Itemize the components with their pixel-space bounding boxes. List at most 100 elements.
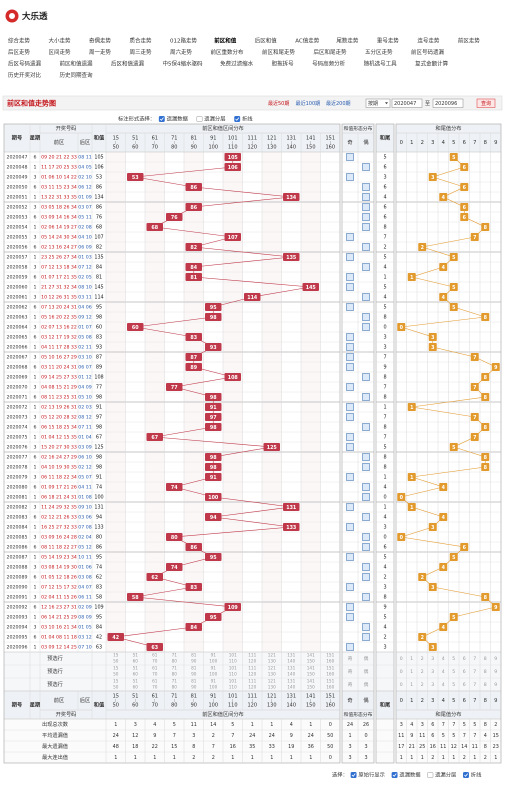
preselect-digit[interactable]: 6 [463, 669, 466, 675]
preselect-range-to[interactable]: 50 [113, 659, 119, 664]
preselect-digit[interactable]: 5 [452, 656, 455, 662]
preselect-range-from[interactable]: 51 [133, 653, 139, 658]
preselect-range-from[interactable]: 61 [152, 679, 158, 684]
preselect-digit[interactable]: 5 [452, 682, 455, 688]
preselect-range-to[interactable]: 80 [172, 659, 178, 664]
preselect-form[interactable]: 偶 [364, 655, 369, 662]
preselect-digit[interactable]: 9 [494, 656, 497, 662]
nav-link[interactable]: 中5保4缩水驱码 [163, 60, 203, 68]
preselect-range-from[interactable]: 151 [326, 666, 334, 671]
to-input[interactable] [432, 98, 464, 108]
nav-link[interactable]: 前区走势 [458, 37, 481, 45]
checkbox[interactable] [427, 772, 434, 778]
preselect-form[interactable]: 奇 [348, 655, 353, 662]
nav-link[interactable]: 奇偶走势 [89, 37, 112, 45]
preselect-range-from[interactable]: 51 [133, 679, 139, 684]
preselect-digit[interactable]: 3 [431, 682, 434, 688]
footer-option[interactable]: 遗漏分层 [435, 771, 456, 779]
nav-link[interactable]: 前区号码遗漏 [411, 48, 445, 56]
marking-option[interactable]: 遗漏分层 [204, 115, 225, 123]
preselect-range-to[interactable]: 70 [152, 659, 158, 664]
preselect-digit[interactable]: 1 [410, 682, 413, 688]
nav-link[interactable]: 尾数走势 [336, 37, 359, 45]
preselect-range-to[interactable]: 90 [191, 659, 197, 664]
nav-link[interactable]: 历史开奖对比 [8, 71, 42, 79]
preselect-digit[interactable]: 4 [442, 682, 445, 688]
preselect-range-from[interactable]: 15 [113, 679, 119, 684]
preselect-range-from[interactable]: 15 [113, 653, 119, 658]
preselect-digit[interactable]: 6 [463, 682, 466, 688]
preselect-range-from[interactable]: 51 [133, 666, 139, 671]
footer-option[interactable]: 原始行显示 [358, 771, 385, 779]
preselect-range-to[interactable]: 60 [133, 685, 139, 690]
preselect-form[interactable]: 偶 [364, 668, 369, 675]
nav-link[interactable]: AC值走势 [295, 37, 320, 45]
preselect-range-from[interactable]: 15 [113, 666, 119, 671]
preselect-range-to[interactable]: 120 [248, 659, 256, 664]
preselect-digit[interactable]: 3 [431, 656, 434, 662]
preselect-range-to[interactable]: 160 [326, 659, 334, 664]
preselect-digit[interactable]: 4 [442, 656, 445, 662]
preselect-range-from[interactable]: 141 [307, 653, 315, 658]
preselect-range-from[interactable]: 81 [191, 666, 197, 671]
preselect-range-to[interactable]: 90 [191, 685, 197, 690]
preselect-digit[interactable]: 3 [431, 669, 434, 675]
preselect-range-to[interactable]: 150 [307, 659, 315, 664]
preselect-range-to[interactable]: 80 [172, 685, 178, 690]
preselect-range-from[interactable]: 101 [229, 679, 237, 684]
preselect-range-from[interactable]: 81 [191, 679, 197, 684]
preselect-range-to[interactable]: 150 [307, 672, 315, 677]
checkbox[interactable] [196, 116, 203, 122]
preselect-range-from[interactable]: 151 [326, 679, 334, 684]
preselect-digit[interactable]: 1 [410, 669, 413, 675]
preselect-range-to[interactable]: 130 [268, 685, 276, 690]
preselect-range-to[interactable]: 60 [133, 659, 139, 664]
preselect-range-to[interactable]: 110 [229, 672, 237, 677]
preselect-range-to[interactable]: 70 [152, 672, 158, 677]
preselect-range-from[interactable]: 131 [287, 666, 295, 671]
preselect-digit[interactable]: 2 [421, 669, 424, 675]
nav-link[interactable]: 前区和尾走势 [262, 48, 296, 56]
nav-link[interactable]: 质合走势 [130, 37, 153, 45]
from-input-text[interactable]: 2020047 [394, 101, 416, 107]
preselect-range-to[interactable]: 130 [268, 672, 276, 677]
preselect-range-from[interactable]: 71 [172, 679, 178, 684]
nav-link[interactable]: 重号走势 [377, 37, 400, 45]
preselect-range-to[interactable]: 90 [191, 672, 197, 677]
preselect-range-from[interactable]: 121 [268, 679, 276, 684]
nav-link[interactable]: 综合走势 [8, 37, 31, 45]
nav-link[interactable]: 012路走势 [170, 37, 197, 45]
preselect-range-to[interactable]: 150 [307, 685, 315, 690]
nav-link[interactable]: 周三走势 [130, 48, 153, 56]
preselect-range-to[interactable]: 60 [133, 672, 139, 677]
to-input-text[interactable]: 2020096 [435, 101, 457, 107]
nav-link[interactable]: 连号走势 [417, 37, 440, 45]
nav-link[interactable]: 历史同期查询 [60, 71, 94, 79]
preselect-digit[interactable]: 0 [400, 682, 403, 688]
recent-filter[interactable]: 最近50期 [268, 100, 289, 107]
preselect-range-from[interactable]: 131 [287, 679, 295, 684]
preselect-digit[interactable]: 0 [400, 669, 403, 675]
preselect-range-to[interactable]: 140 [287, 672, 295, 677]
nav-link[interactable]: 后区走势 [8, 48, 31, 56]
preselect-form[interactable]: 奇 [348, 668, 353, 675]
recent-filter[interactable]: 最近200期 [326, 100, 351, 107]
nav-link[interactable]: 随机选号工具 [364, 60, 398, 68]
footer-option[interactable]: 折线 [471, 771, 482, 779]
preselect-range-to[interactable]: 110 [229, 685, 237, 690]
nav-link[interactable]: 复式金额计算 [415, 60, 449, 68]
nav-link[interactable]: 免费过滤缩水 [220, 60, 254, 68]
checkbox[interactable] [391, 772, 398, 778]
nav-link[interactable]: 后区和值 [255, 37, 278, 45]
preselect-range-from[interactable]: 111 [248, 666, 256, 671]
recent-filter[interactable]: 最近100期 [296, 100, 321, 107]
preselect-range-to[interactable]: 120 [248, 672, 256, 677]
preselect-range-to[interactable]: 50 [113, 672, 119, 677]
nav-link[interactable]: 五分区走势 [365, 48, 393, 56]
preselect-form[interactable]: 偶 [364, 681, 369, 688]
preselect-range-from[interactable]: 71 [172, 653, 178, 658]
preselect-range-from[interactable]: 101 [229, 666, 237, 671]
nav-link[interactable]: 后区和尾走势 [314, 48, 348, 56]
nav-link[interactable]: 前区和值遗漏 [60, 60, 94, 68]
preselect-digit[interactable]: 2 [421, 656, 424, 662]
